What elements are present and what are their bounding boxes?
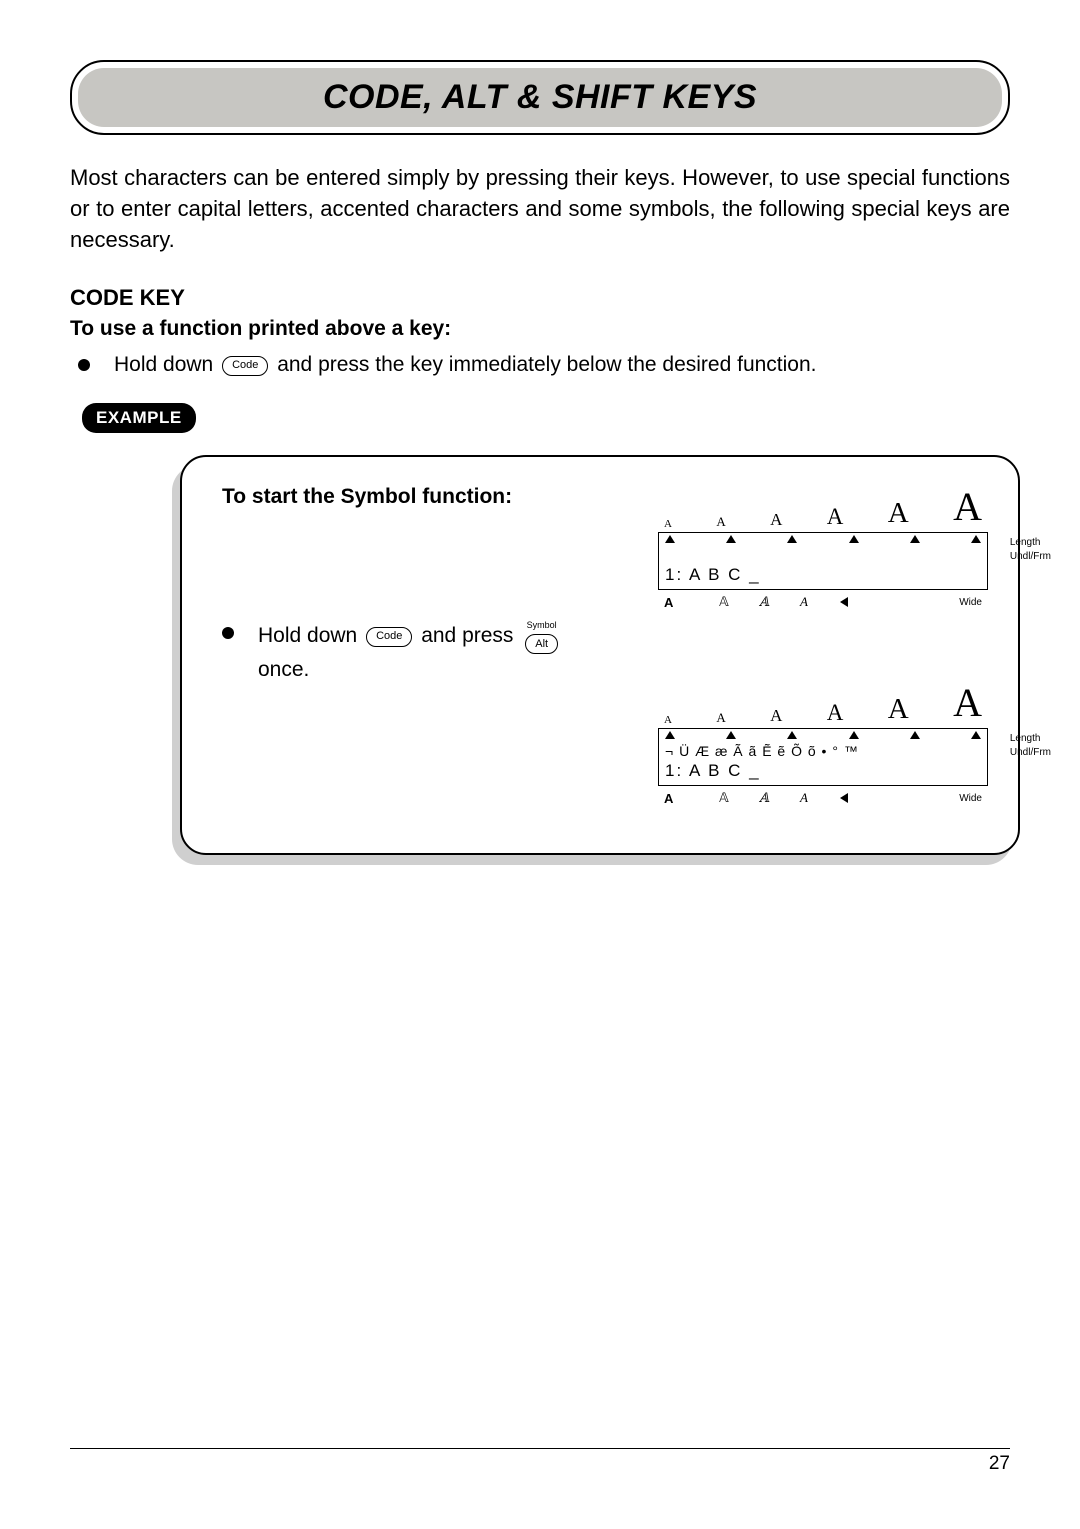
lcd-size-letter: A <box>888 693 909 726</box>
alt-key-stack: Symbol Alt <box>522 619 561 654</box>
instruction-bullet: Hold down Code and press the key immedia… <box>78 353 1010 377</box>
lcd-style-row: A 𝔸 𝔸 A Wide <box>658 590 988 610</box>
page-title: CODE, ALT & SHIFT KEYS <box>78 68 1002 127</box>
lcd-text-line: 1: A B C _ <box>665 565 981 585</box>
lcd-screen: 1: A B C _ Length Undl/Frm <box>658 532 988 590</box>
intro-paragraph: Most characters can be entered simply by… <box>70 163 1010 255</box>
lcd-indicator-row <box>659 535 987 543</box>
lcd-size-letter: A <box>953 679 982 726</box>
example-frame: To start the Symbol function: Hold down … <box>180 455 1020 855</box>
text-fragment: and press <box>421 624 519 647</box>
lcd-side-label: Undl/Frm <box>1010 746 1051 760</box>
code-key-icon: Code <box>366 627 412 647</box>
section-heading: CODE KEY <box>70 285 1010 311</box>
lcd-side-labels: Length Undl/Frm <box>1010 732 1051 760</box>
text-fragment: and press the key immediately below the … <box>277 353 816 376</box>
example-label: EXAMPLE <box>82 403 196 433</box>
lcd-size-row: AAAAAA <box>658 483 988 532</box>
lcd-side-label: Undl/Frm <box>1010 550 1051 564</box>
lcd-size-letter: A <box>664 518 672 530</box>
instruction-text: Hold down Code and press the key immedia… <box>114 353 817 377</box>
example-step-text: Hold down Code and press Symbol Alt once… <box>258 619 564 686</box>
lcd-size-letter: A <box>888 497 909 530</box>
bullet-icon <box>222 627 234 639</box>
lcd-side-labels: Length Undl/Frm <box>1010 536 1051 564</box>
lcd-side-label: Length <box>1010 732 1051 746</box>
lcd-size-letter: A <box>827 700 844 726</box>
lcd-side-label: Length <box>1010 536 1051 550</box>
lcd-size-letter: A <box>716 514 725 530</box>
lcd-size-letter: A <box>770 706 782 726</box>
lcd-size-letter: A <box>770 510 782 530</box>
example-step: Hold down Code and press Symbol Alt once… <box>222 619 988 686</box>
page-footer: 27 <box>70 1448 1010 1475</box>
lcd-symbol-row: ¬ Ü Æ æ Ã ã Ẽ ẽ Õ õ • ° ™ <box>665 743 981 759</box>
lcd-size-letter: A <box>953 483 982 530</box>
lcd-screen: ¬ Ü Æ æ Ã ã Ẽ ẽ Õ õ • ° ™ 1: A B C _ Len… <box>658 728 988 786</box>
lcd-wide-label: Wide <box>959 597 982 608</box>
section-subheading: To use a function printed above a key: <box>70 317 1010 341</box>
text-fragment: once. <box>258 658 309 681</box>
lcd-size-letter: A <box>716 710 725 726</box>
lcd-style-row: A 𝔸 𝔸 A Wide <box>658 786 988 806</box>
code-key-icon: Code <box>222 356 268 376</box>
lcd-display-1: A A A A A A 1: A B C _ Length Undl/Frm A 𝔸 𝔸 … <box>658 483 988 610</box>
lcd-size-letter: A <box>664 714 672 726</box>
alt-key-icon: Alt <box>525 634 558 654</box>
lcd-wide-label: Wide <box>959 793 982 804</box>
text-fragment: Hold down <box>258 624 363 647</box>
title-banner: CODE, ALT & SHIFT KEYS <box>70 60 1010 135</box>
bullet-icon <box>78 359 90 371</box>
lcd-indicator-row <box>659 731 987 739</box>
lcd-size-row: AAAAAA <box>658 679 988 728</box>
alt-key-label: Symbol <box>527 619 557 633</box>
lcd-text-line: 1: A B C _ <box>665 761 981 781</box>
text-fragment: Hold down <box>114 353 219 376</box>
lcd-size-letter: A <box>827 504 844 530</box>
page-number: 27 <box>989 1453 1010 1474</box>
lcd-display-2: A A A A A A ¬ Ü Æ æ Ã ã Ẽ ẽ Õ õ • ° ™ 1: A B … <box>658 679 988 806</box>
